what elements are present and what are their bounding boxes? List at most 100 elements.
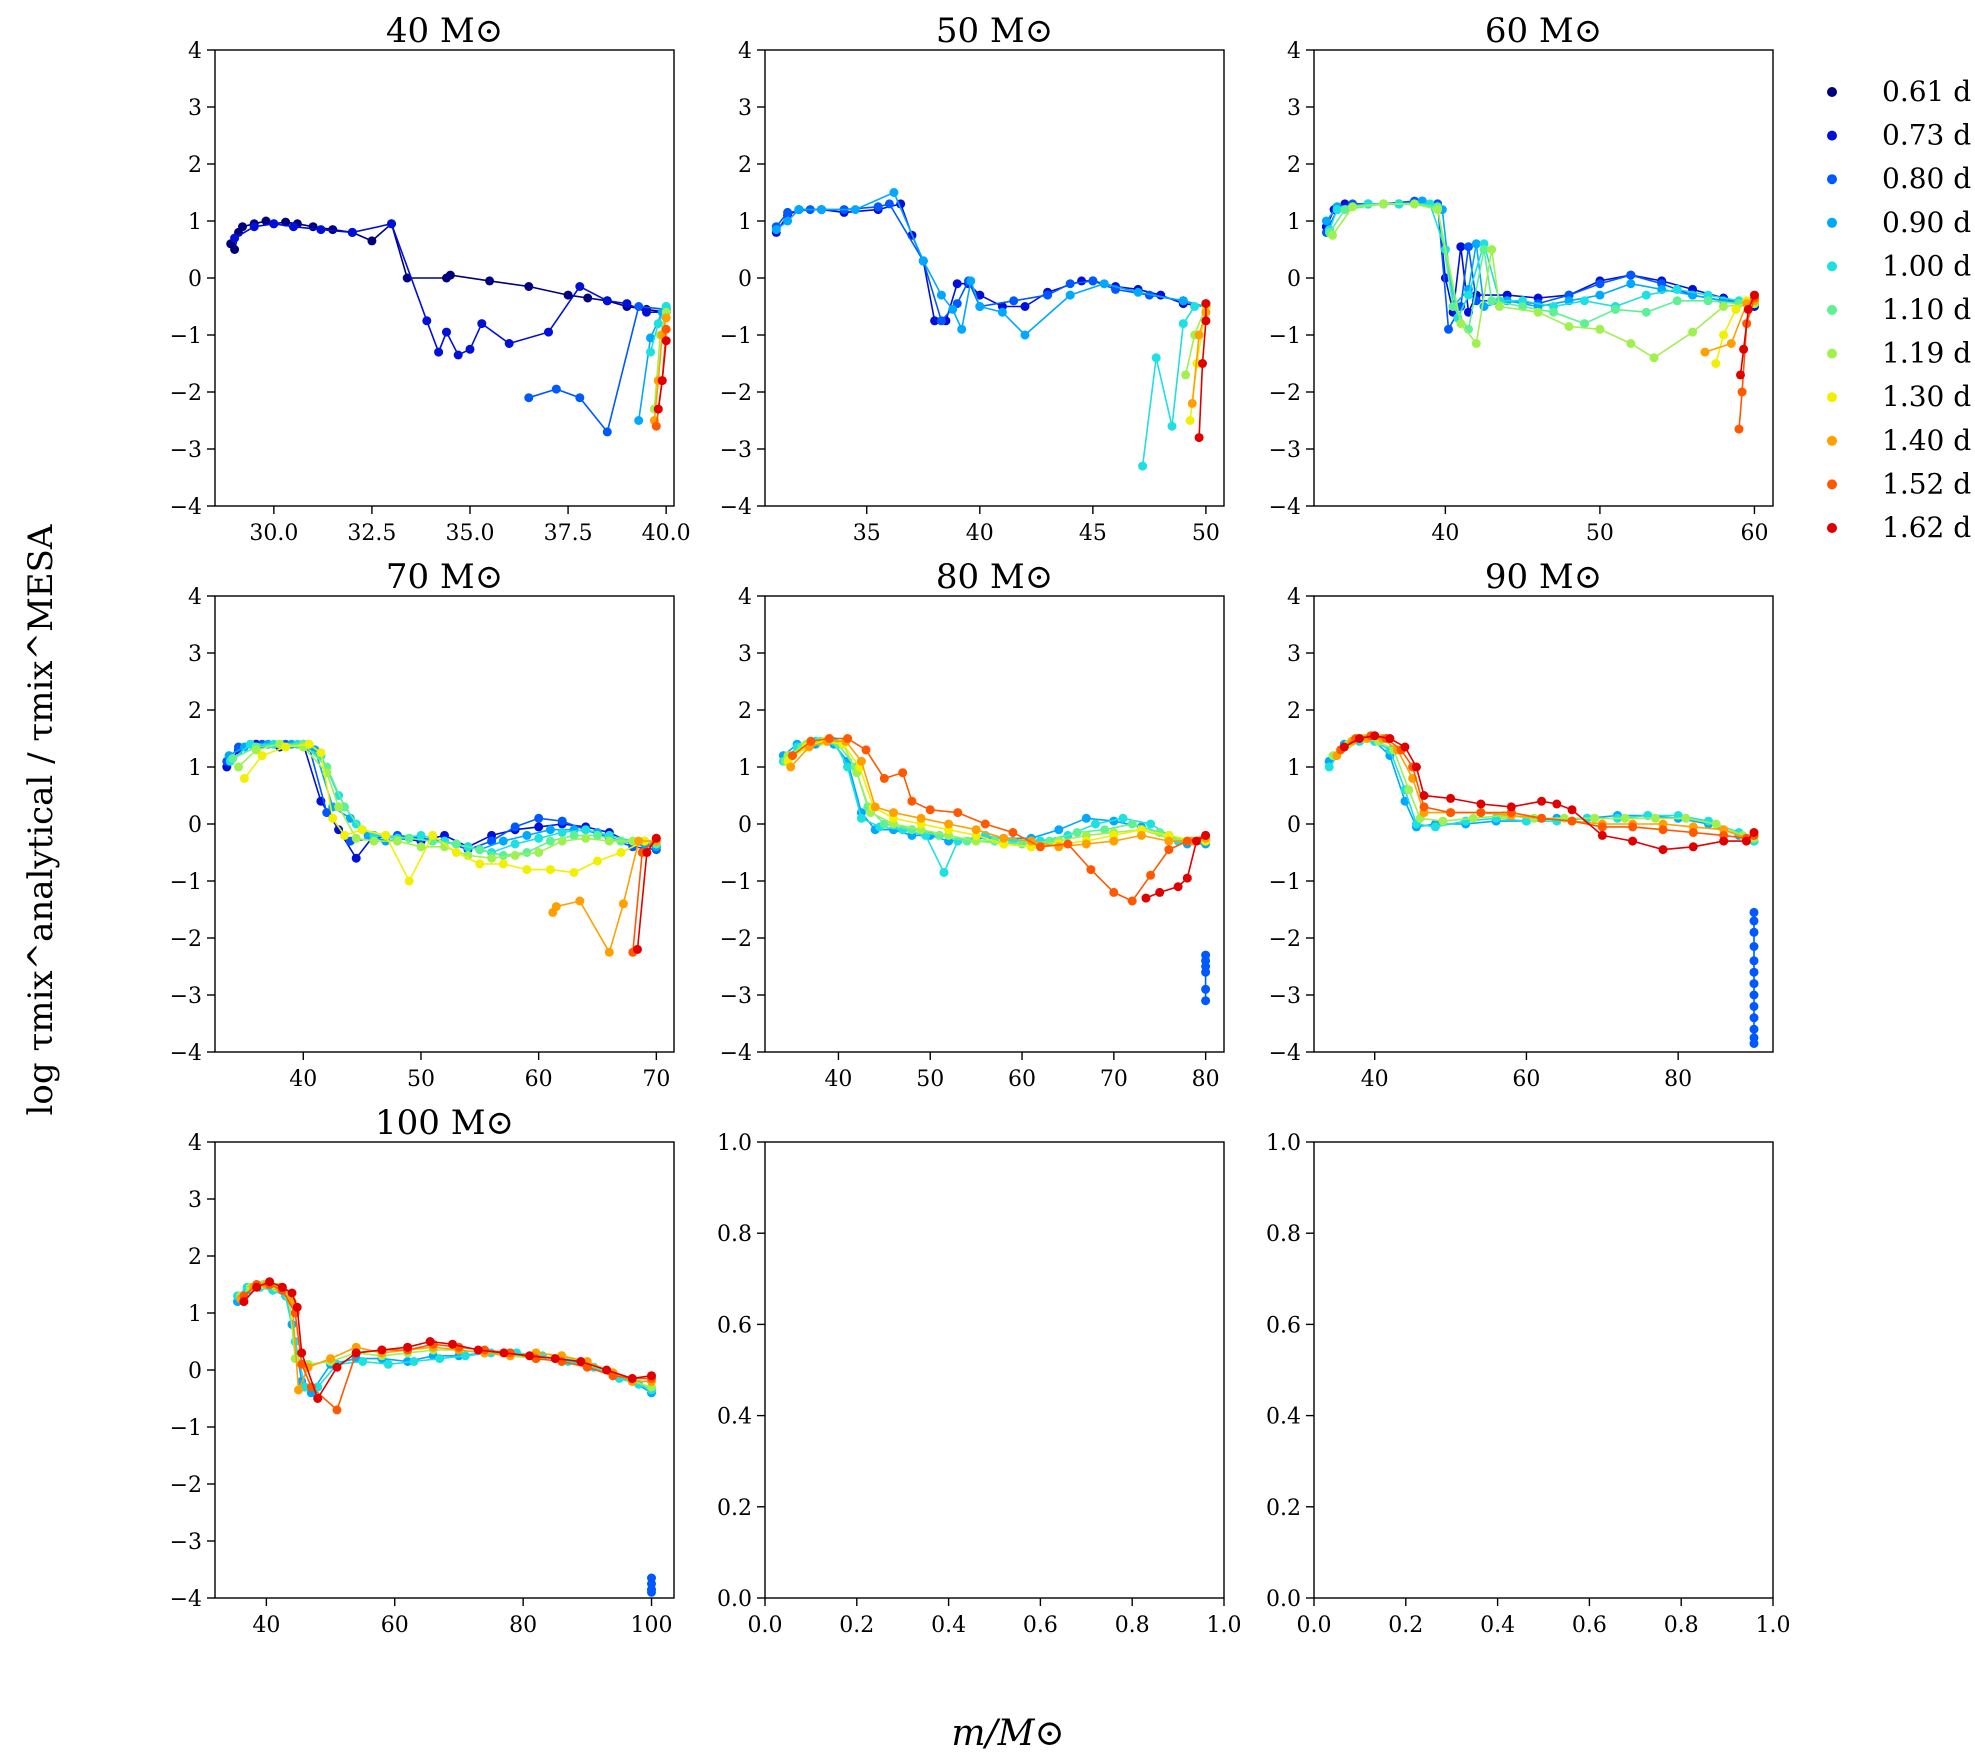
data-point xyxy=(1471,239,1481,249)
data-point xyxy=(1700,347,1710,357)
y-tick-label: −1 xyxy=(720,324,752,349)
y-tick-label: 2 xyxy=(188,1245,202,1270)
data-point xyxy=(251,745,261,755)
panel-title: 90 M⊙ xyxy=(1485,557,1602,597)
data-point xyxy=(1567,805,1577,815)
legend-label: 0.61 d xyxy=(1882,75,1971,108)
data-point xyxy=(1419,802,1429,812)
y-tick-label: −2 xyxy=(1269,927,1301,952)
data-point xyxy=(1749,1013,1759,1023)
data-point xyxy=(334,802,344,812)
data-point xyxy=(1370,731,1380,741)
legend-label: 1.40 d xyxy=(1882,424,1971,457)
data-point xyxy=(1658,825,1668,835)
data-point xyxy=(1628,836,1638,846)
data-point xyxy=(642,848,652,857)
data-point xyxy=(1597,830,1607,840)
data-point xyxy=(873,202,883,212)
data-point xyxy=(477,319,487,329)
data-point xyxy=(1009,296,1019,306)
data-point xyxy=(1109,816,1119,826)
y-tick-label: 2 xyxy=(738,699,752,724)
data-point xyxy=(1173,882,1183,892)
data-point xyxy=(1182,873,1192,883)
data-point xyxy=(1164,845,1174,855)
data-point xyxy=(465,344,475,354)
data-point xyxy=(1201,830,1211,840)
data-point xyxy=(953,808,963,818)
y-tick-label: 4 xyxy=(188,585,202,610)
series-line xyxy=(234,222,667,357)
data-point xyxy=(351,853,361,863)
data-point xyxy=(1081,839,1091,849)
data-point xyxy=(1649,353,1659,363)
data-point xyxy=(1749,828,1759,837)
legend-marker xyxy=(1827,261,1837,272)
data-point xyxy=(545,825,555,835)
data-point xyxy=(498,836,508,846)
data-point xyxy=(627,1374,637,1383)
data-point xyxy=(504,339,514,348)
data-point xyxy=(1198,359,1207,368)
data-point xyxy=(257,751,267,761)
data-point xyxy=(234,762,243,772)
data-point xyxy=(575,896,585,906)
data-point xyxy=(1464,242,1473,252)
data-point xyxy=(269,219,279,229)
legend-entry: 1.40 d xyxy=(1827,424,1971,457)
x-tick-label: 0.2 xyxy=(1388,1613,1423,1638)
data-point xyxy=(952,279,962,289)
series-10 xyxy=(633,833,661,954)
data-point xyxy=(653,404,663,414)
data-point xyxy=(1178,296,1188,306)
y-tick-label: 3 xyxy=(188,642,202,667)
data-point xyxy=(1595,324,1605,334)
data-point xyxy=(581,833,591,843)
legend-marker xyxy=(1827,523,1837,533)
data-point xyxy=(604,836,614,846)
y-tick-label: −3 xyxy=(170,438,202,463)
data-point xyxy=(618,899,628,909)
x-tick-label: 40 xyxy=(966,521,994,546)
data-point xyxy=(332,1362,342,1372)
data-point xyxy=(1476,799,1486,809)
y-tick-label: −1 xyxy=(1269,324,1301,349)
data-point xyxy=(1736,370,1745,380)
data-point xyxy=(856,756,866,766)
x-tick-label: 1.0 xyxy=(1207,1613,1242,1638)
data-point xyxy=(498,850,508,860)
x-tick-label: 40 xyxy=(252,1613,280,1638)
y-tick-label: −2 xyxy=(170,381,202,406)
y-tick-label: 1 xyxy=(1287,756,1301,781)
y-tick-label: 0.6 xyxy=(1266,1313,1301,1338)
x-tick-label: 0.4 xyxy=(931,1613,966,1638)
data-point xyxy=(534,833,544,843)
data-point xyxy=(328,813,338,823)
data-point xyxy=(1749,956,1759,966)
y-tick-label: −1 xyxy=(1269,870,1301,895)
panel-9: 0.0 0.2 0.4 0.6 0.8 1.0 0.0 0.2 0.4 0.6 0.8 1.0 xyxy=(1266,1131,1791,1638)
plot-frame xyxy=(1313,1141,1774,1599)
data-point xyxy=(487,853,497,863)
panel-8: 0.0 0.2 0.4 0.6 0.8 1.0 0.0 0.2 0.4 0.6 0.8 1.0 xyxy=(717,1131,1242,1638)
data-point xyxy=(281,217,291,227)
x-tick-label: 70 xyxy=(642,1067,670,1092)
data-point xyxy=(228,754,238,763)
data-point xyxy=(622,299,632,309)
data-point xyxy=(1035,842,1045,852)
y-tick-label: 1 xyxy=(188,756,202,781)
data-point xyxy=(1672,284,1682,294)
data-point xyxy=(1072,828,1082,837)
y-tick-label: 0 xyxy=(738,813,752,838)
data-point xyxy=(657,376,667,386)
data-point xyxy=(534,848,544,857)
legend-label: 1.62 d xyxy=(1882,511,1971,544)
legend-entry: 1.10 d xyxy=(1827,293,1971,326)
data-point xyxy=(1479,302,1489,311)
data-point xyxy=(522,848,532,857)
data-point xyxy=(661,313,671,323)
data-point xyxy=(1650,813,1660,823)
data-point xyxy=(313,1394,323,1403)
data-point xyxy=(1109,887,1119,897)
data-point xyxy=(392,836,402,846)
